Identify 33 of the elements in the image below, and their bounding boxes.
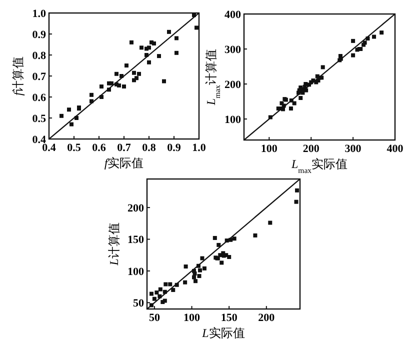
x-tick-label: 100	[184, 312, 201, 324]
x-tick-label: 0.5	[67, 142, 82, 154]
y-tick-label: 0.5	[32, 113, 46, 125]
y-tick-label: 150	[128, 234, 144, 246]
y-tick-label: 200	[224, 79, 242, 91]
x-axis-title: L实际值	[201, 326, 245, 340]
x-tick-label: 0.4	[42, 142, 56, 154]
x-tick-label: 0.7	[117, 142, 132, 154]
x-tick-label: 0.8	[142, 142, 156, 154]
x-axis-title: f实际值	[104, 156, 144, 170]
y-tick-label: 0.8	[32, 50, 46, 62]
y-axis-title: f计算值	[11, 56, 25, 96]
y-tick-label: 300	[224, 44, 242, 56]
y-tick-label: 100	[128, 266, 144, 278]
x-tick-label: 1.0	[192, 142, 206, 154]
y-axis-title: L计算值	[107, 222, 121, 266]
x-tick-label: 100	[260, 143, 278, 155]
x-tick-label: 50	[148, 312, 160, 324]
x-tick-label: 200	[302, 143, 320, 155]
y-tick-label: 400	[224, 9, 242, 21]
y-tick-label: 100	[224, 114, 242, 126]
y-tick-label: 1.0	[32, 8, 46, 20]
y-tick-label: 0.9	[32, 29, 46, 41]
x-tick-label: 200	[258, 312, 276, 324]
y-tick-label: 0.7	[32, 71, 46, 83]
x-tick-label: 300	[344, 143, 362, 155]
x-axis-title: L$_{max}$实际值	[290, 157, 348, 174]
y-tick-label: 200	[128, 202, 144, 215]
y-tick-label: 50	[133, 298, 144, 310]
y-tick-label: 0.6	[32, 92, 46, 104]
x-tick-label: 0.9	[167, 142, 182, 154]
x-tick-label: 400	[386, 143, 404, 155]
x-tick-label: 0.6	[92, 142, 106, 154]
